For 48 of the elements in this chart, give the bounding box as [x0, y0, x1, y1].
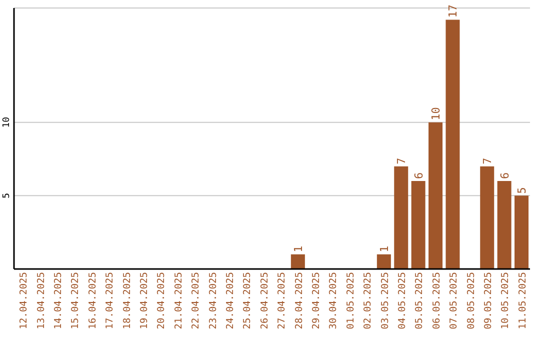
bar: [394, 166, 408, 269]
x-tick-label: 16.04.2025: [87, 272, 98, 330]
bar: [446, 20, 460, 269]
data-label: 7: [481, 158, 494, 164]
x-tick-label: 12.04.2025: [18, 272, 30, 330]
data-label: 17: [446, 4, 460, 18]
data-label: 6: [498, 172, 512, 180]
x-tick-label: 13.04.2025: [36, 272, 47, 330]
x-tick-label: 06.05.2025: [431, 272, 442, 330]
x-tick-label: 29.04.2025: [311, 272, 322, 330]
x-tick-label: 14.04.2025: [53, 272, 64, 330]
x-tick-label: 08.05.2025: [466, 272, 477, 330]
x-tick-label: 19.04.2025: [139, 272, 150, 330]
bar: [514, 196, 529, 269]
data-label: 1: [378, 246, 391, 252]
x-tick-label: 23.04.2025: [208, 272, 219, 330]
x-tick-label: 24.04.2025: [225, 272, 236, 330]
x-tick-label: 18.04.2025: [122, 272, 133, 330]
x-tick-label: 05.05.2025: [414, 272, 426, 330]
x-tick-label: 03.05.2025: [380, 272, 391, 330]
x-tick-label: 28.04.2025: [294, 272, 305, 330]
x-tick-label: 04.05.2025: [397, 272, 408, 330]
bar: [411, 181, 426, 269]
data-label: 10: [430, 107, 443, 120]
data-label: 1: [292, 246, 305, 252]
x-tick-label: 02.05.2025: [362, 272, 374, 330]
x-tick-label: 30.04.2025: [328, 272, 340, 330]
data-label: 5: [516, 187, 529, 194]
x-tick-label: 22.04.2025: [190, 272, 202, 330]
x-tick-label: 10.05.2025: [500, 272, 512, 330]
bar: [376, 254, 391, 269]
bar: [497, 181, 512, 269]
bar: [290, 254, 305, 269]
x-tick-label: 15.04.2025: [70, 272, 82, 330]
x-tick-label: 25.04.2025: [242, 272, 254, 330]
x-tick-label: 20.04.2025: [156, 272, 168, 330]
x-tick-label: 07.05.2025: [448, 272, 460, 330]
x-tick-label: 17.04.2025: [104, 272, 116, 330]
x-tick-label: 11.05.2025: [517, 272, 528, 330]
x-tick-label: 09.05.2025: [483, 272, 494, 330]
data-label: 7: [395, 158, 408, 164]
bar: [428, 122, 443, 269]
x-tick-label: 21.04.2025: [173, 272, 184, 330]
data-label: 6: [412, 172, 426, 180]
x-tick-label: 01.05.2025: [345, 272, 356, 330]
bar: [480, 166, 494, 269]
x-tick-label: 27.04.2025: [276, 272, 288, 330]
x-tick-label: 26.04.2025: [259, 272, 270, 330]
